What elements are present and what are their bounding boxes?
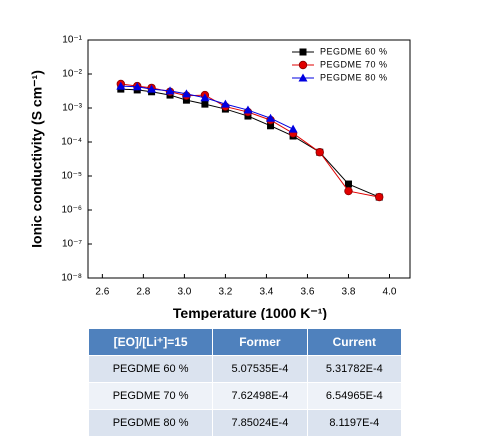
cell: 6.54965E-4 [306, 382, 403, 410]
chart: Temperature (1000 K⁻¹) Ionic conductivit… [29, 35, 411, 320]
header-cell: Current [306, 328, 403, 356]
cell: 5.31782E-4 [306, 355, 403, 383]
y-tick-label: 10⁻² [62, 69, 82, 80]
legend-label: PEGDME 80 % [320, 72, 388, 82]
x-tick-label: 3.2 [218, 287, 232, 298]
cell: 7.85024E-4 [212, 409, 308, 437]
marker [267, 122, 275, 130]
x-tick-label: 3.6 [300, 287, 314, 298]
marker [315, 148, 324, 157]
header-cell: [EO]/[Li⁺]=15 [87, 328, 214, 356]
series-line [120, 83, 380, 198]
marker [375, 192, 384, 202]
x-tick-label: 3.8 [342, 287, 356, 298]
x-axis-label: Temperature (1000 K⁻¹) [173, 305, 327, 320]
marker [147, 84, 157, 93]
y-tick-label: 10⁻³ [62, 103, 82, 114]
marker [298, 60, 308, 70]
legend-label: PEGDME 60 % [320, 46, 388, 56]
cell: PEGDME 60 % [87, 355, 214, 383]
legend-label: PEGDME 70 % [320, 59, 388, 69]
x-tick-label: 3.0 [177, 287, 191, 298]
data-table: [EO]/[Li⁺]=15 Former Current PEGDME 60 %… [87, 328, 403, 437]
y-axis-label: Ionic conductivity (S cm⁻¹) [29, 70, 45, 248]
header-cell: Former [212, 328, 308, 356]
x-tick-label: 3.4 [259, 287, 273, 298]
y-tick-label: 10⁻⁵ [61, 171, 82, 182]
y-tick-label: 10⁻¹ [62, 35, 82, 46]
x-tick-label: 2.8 [136, 287, 150, 298]
cell: 8.1197E-4 [306, 409, 403, 437]
plot-frame [87, 39, 411, 279]
marker [344, 180, 352, 188]
y-tick-label: 10⁻⁶ [61, 205, 82, 216]
y-tick-label: 10⁻⁷ [62, 239, 82, 250]
x-tick-label: 2.6 [95, 287, 109, 298]
marker [132, 82, 142, 91]
cell: 5.07535E-4 [212, 355, 308, 383]
marker [266, 113, 276, 122]
marker [299, 48, 307, 56]
y-tick-label: 10⁻⁸ [61, 273, 82, 284]
marker [243, 105, 253, 114]
marker [182, 96, 190, 104]
marker [298, 73, 308, 82]
table-row: PEGDME 70 % 7.62498E-4 6.54965E-4 [87, 382, 403, 410]
table-header: [EO]/[Li⁺]=15 Former Current [87, 328, 403, 356]
marker [200, 93, 210, 102]
marker [165, 86, 175, 95]
marker [201, 100, 209, 108]
marker [181, 89, 191, 98]
cell: PEGDME 70 % [87, 382, 214, 410]
marker [116, 81, 126, 90]
series-line [120, 85, 294, 130]
marker [288, 124, 298, 133]
marker [220, 99, 230, 108]
table-row: PEGDME 80 % 7.85024E-4 8.1197E-4 [87, 409, 403, 437]
y-tick-label: 10⁻⁴ [61, 137, 82, 148]
cell: PEGDME 80 % [87, 409, 214, 437]
table-row: PEGDME 60 % 5.07535E-4 5.31782E-4 [87, 355, 403, 383]
x-tick-label: 4.0 [383, 287, 397, 298]
marker [344, 186, 353, 196]
cell: 7.62498E-4 [212, 382, 308, 410]
